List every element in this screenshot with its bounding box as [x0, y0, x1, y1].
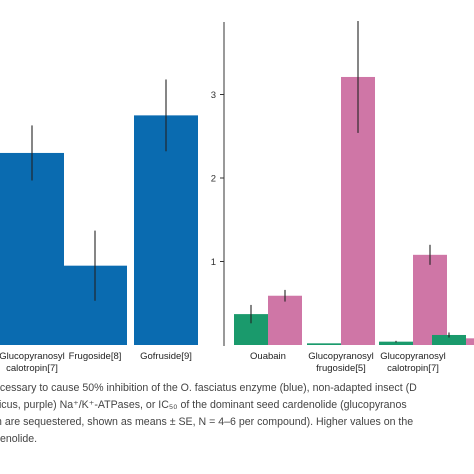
caption-line: ecessary to cause 50% inhibition of the …	[0, 382, 417, 394]
category-label: Frugoside[8]	[69, 351, 122, 362]
category-label: calotropin[7]	[387, 363, 439, 374]
figure-caption: ecessary to cause 50% inhibition of the …	[0, 380, 474, 474]
category-label: Glucopyranosyl	[380, 351, 445, 362]
category-label: frugoside[5]	[316, 363, 366, 374]
category-label: Ouabain	[250, 351, 286, 362]
caption-line: enolide.	[0, 433, 38, 445]
bar	[0, 152, 64, 345]
caption-line: ticus, purple) Na⁺/K⁺-ATPases, or IC₅₀ o…	[0, 399, 407, 411]
category-label: Glucopyranosyl	[308, 351, 373, 362]
bar	[466, 338, 474, 345]
bar	[268, 295, 302, 345]
bar	[134, 115, 198, 345]
category-label: Glucopyranosyl	[0, 351, 65, 362]
bar	[413, 254, 447, 345]
category-label: Gofruside[9]	[140, 351, 192, 362]
caption-line: h are sequestered, shown as means ± SE, …	[0, 416, 414, 428]
bar	[432, 334, 466, 345]
y-tick-label: 3	[211, 90, 216, 101]
bar	[379, 341, 413, 345]
y-tick-label: 1	[211, 257, 216, 268]
category-label: calotropin[7]	[6, 363, 58, 374]
y-tick-label: 2	[211, 174, 216, 185]
bar	[307, 343, 341, 345]
